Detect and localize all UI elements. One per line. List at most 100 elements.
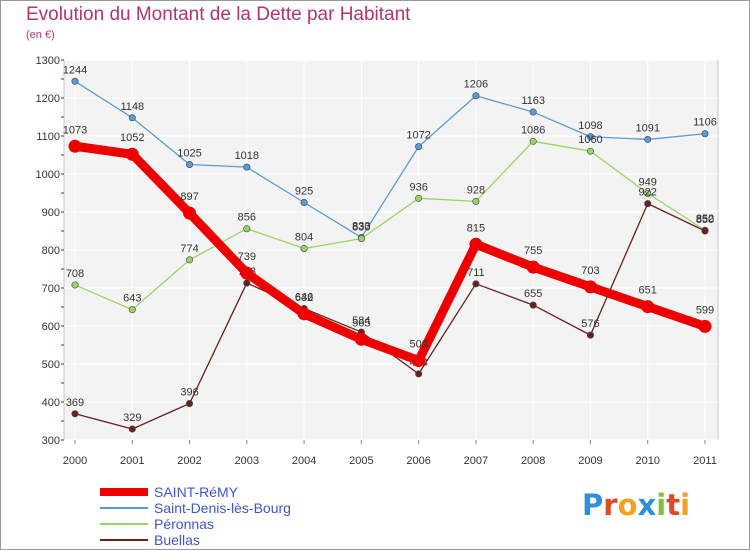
legend-label: Péronnas xyxy=(154,516,214,532)
legend-swatch xyxy=(100,539,148,541)
legend-item: Péronnas xyxy=(100,516,291,532)
legend-item: Saint-Denis-lès-Bourg xyxy=(100,500,291,516)
y-tick-label: 900 xyxy=(42,207,60,219)
series-saint-denis-l-s-bourg-data-label: 833 xyxy=(352,220,370,232)
x-tick-label: 2000 xyxy=(63,455,87,467)
series-saint-r-my-data-label: 509 xyxy=(409,339,427,351)
series-p-ronnas-line xyxy=(74,140,706,311)
series-saint-denis-l-s-bourg-data-label: 925 xyxy=(295,186,313,198)
y-tick-label: 600 xyxy=(42,321,60,333)
series-saint-r-my-data-label: 897 xyxy=(180,191,198,203)
series-saint-r-my-data-label: 565 xyxy=(352,317,370,329)
y-tick-label: 800 xyxy=(42,245,60,257)
x-tick-label: 2002 xyxy=(177,455,201,467)
legend-swatch xyxy=(100,523,148,525)
series-buellas-data-label: 850 xyxy=(696,214,714,226)
legend-swatch xyxy=(100,507,148,509)
series-buellas-point xyxy=(586,331,594,339)
series-saint-denis-l-s-bourg-data-label: 1163 xyxy=(521,95,545,107)
series-saint-r-my-data-label: 1052 xyxy=(120,132,144,144)
series-saint-denis-l-s-bourg-data-label: 1091 xyxy=(635,122,659,134)
series-buellas-point xyxy=(701,227,709,235)
y-tick-label: 1300 xyxy=(36,55,60,67)
series-saint-r-my-point xyxy=(641,300,655,314)
series-saint-r-my-data-label: 1073 xyxy=(63,124,87,136)
legend-label: Saint-Denis-lès-Bourg xyxy=(154,500,291,516)
chart-title: Evolution du Montant de la Dette par Hab… xyxy=(26,4,411,25)
x-tick-label: 2008 xyxy=(521,455,545,467)
series-p-ronnas-data-label: 949 xyxy=(639,176,657,188)
y-tick-label: 1000 xyxy=(36,169,60,181)
series-saint-r-my-line xyxy=(70,141,710,366)
legend-item: Buellas xyxy=(100,532,291,548)
series-saint-denis-l-s-bourg-point xyxy=(186,161,194,169)
series-p-ronnas-point xyxy=(300,244,308,252)
series-buellas-point xyxy=(472,280,480,288)
chart-unit: (en €) xyxy=(26,29,55,41)
x-tick-label: 2001 xyxy=(120,455,144,467)
series-saint-denis-l-s-bourg-point xyxy=(586,133,594,141)
legend-item: SAINT-RéMY xyxy=(100,484,291,500)
series-buellas-data-label: 646 xyxy=(295,292,313,304)
series-saint-r-my-data-label: 815 xyxy=(467,222,485,234)
series-saint-denis-l-s-bourg-point xyxy=(415,143,423,151)
series-buellas-data-label: 922 xyxy=(639,187,657,199)
series-p-ronnas-point xyxy=(472,197,480,205)
series-buellas-point xyxy=(243,279,251,287)
series-p-ronnas-data-label: 852 xyxy=(696,213,714,225)
series-p-ronnas-data-label: 708 xyxy=(66,268,84,280)
line-chart: 300 400 500 600 700 800 900 1000 1100 1200 1300 200… xyxy=(36,55,719,467)
series-saint-denis-l-s-bourg-point xyxy=(529,108,537,116)
legend-swatch xyxy=(100,488,148,496)
legend-label: Buellas xyxy=(154,532,200,548)
series-saint-r-my-data-label: 651 xyxy=(639,285,657,297)
y-tick-label: 700 xyxy=(42,283,60,295)
series-saint-denis-l-s-bourg-data-label: 1025 xyxy=(177,148,201,160)
series-buellas-point xyxy=(529,301,537,309)
series-p-ronnas-data-label: 856 xyxy=(238,212,256,224)
series-p-ronnas-point xyxy=(529,137,537,145)
series-p-ronnas-point xyxy=(644,189,652,197)
legend-label: SAINT-RéMY xyxy=(154,484,239,500)
series-saint-r-my-point xyxy=(240,266,254,280)
series-buellas-point xyxy=(128,425,136,433)
series-saint-denis-l-s-bourg-data-label: 1206 xyxy=(464,79,488,91)
series-saint-r-my-point xyxy=(412,354,426,368)
y-tick-label: 300 xyxy=(42,435,60,447)
series-saint-r-my-point xyxy=(698,319,712,333)
series-saint-denis-l-s-bourg-data-label: 1244 xyxy=(63,64,87,76)
series-saint-denis-l-s-bourg-point xyxy=(300,199,308,207)
series-saint-denis-l-s-bourg-line xyxy=(74,80,706,239)
series-saint-r-my-data-label: 599 xyxy=(696,304,714,316)
series-saint-denis-l-s-bourg-point xyxy=(243,163,251,171)
x-tick-label: 2003 xyxy=(235,455,259,467)
series-buellas-data-label: 396 xyxy=(180,387,198,399)
series-saint-denis-l-s-bourg-point xyxy=(472,92,480,100)
x-tick-label: 2009 xyxy=(578,455,602,467)
series-saint-denis-l-s-bourg-point xyxy=(71,77,79,85)
series-saint-r-my-point xyxy=(526,260,540,274)
series-saint-r-my-point xyxy=(354,332,368,346)
series-saint-r-my-data-label: 632 xyxy=(295,292,313,304)
series-saint-r-my-point xyxy=(68,139,82,153)
series-saint-r-my-point xyxy=(125,147,139,161)
series-p-ronnas-point xyxy=(71,281,79,289)
series-p-ronnas-point xyxy=(357,235,365,243)
series-saint-denis-l-s-bourg-data-label: 1098 xyxy=(578,120,602,132)
series-buellas-data-label: 655 xyxy=(524,288,542,300)
series-p-ronnas-point xyxy=(128,306,136,314)
series-saint-denis-l-s-bourg-data-label: 1106 xyxy=(693,117,717,129)
series-p-ronnas-data-label: 804 xyxy=(295,231,313,243)
proxiti-logo: Proxiti xyxy=(582,488,691,522)
x-tick-label: 2006 xyxy=(406,455,430,467)
y-tick-label: 1100 xyxy=(36,131,60,143)
series-saint-r-my-data-label: 755 xyxy=(524,245,542,257)
series-p-ronnas-data-label: 1086 xyxy=(521,124,545,136)
series-saint-denis-l-s-bourg-point xyxy=(701,130,709,138)
series-p-ronnas-data-label: 643 xyxy=(123,293,141,305)
series-buellas-data-label: 576 xyxy=(581,318,599,330)
series-saint-denis-l-s-bourg-data-label: 1018 xyxy=(235,150,259,162)
series-saint-r-my-data-label: 739 xyxy=(238,251,256,263)
series-p-ronnas-data-label: 928 xyxy=(467,184,485,196)
x-tick-label: 2004 xyxy=(292,455,316,467)
